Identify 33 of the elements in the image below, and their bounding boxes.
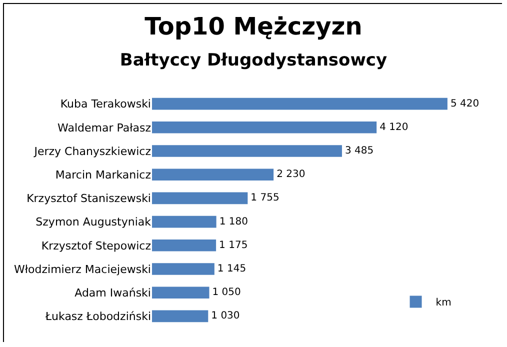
- data-label: 1 175: [219, 240, 248, 251]
- y-tick-label: Jerzy Chanyszkiewicz: [33, 144, 152, 158]
- bar: [152, 192, 248, 204]
- bar: [152, 286, 210, 298]
- bar: [152, 98, 448, 110]
- data-label: 5 420: [450, 98, 480, 110]
- data-label: 1 050: [212, 287, 241, 298]
- chart-subtitle: Bałtyccy Długodystansowcy: [120, 50, 388, 71]
- bar: [152, 122, 377, 134]
- bar: [152, 216, 216, 228]
- bar: [152, 310, 208, 322]
- data-label: 1 180: [219, 216, 248, 228]
- data-label: 1 030: [211, 310, 240, 322]
- legend-label: km: [436, 298, 452, 309]
- y-tick-label: Marcin Markanicz: [55, 168, 152, 182]
- data-label: 1 145: [217, 264, 246, 274]
- y-tick-label: Szymon Augustyniak: [36, 216, 152, 229]
- y-tick-label: Krzysztof Staniszewski: [26, 192, 151, 206]
- chart-title: Top10 Mężczyzn: [144, 12, 362, 41]
- bar: [152, 263, 214, 275]
- data-label: 3 485: [344, 146, 374, 156]
- bar: [152, 240, 216, 252]
- data-label: 1 755: [250, 192, 280, 204]
- y-tick-label: Łukasz Łobodziński: [44, 310, 151, 324]
- y-tick-label: Kuba Terakowski: [60, 98, 151, 111]
- y-tick-label: Krzysztof Stepowicz: [41, 239, 152, 252]
- data-label: 4 120: [380, 122, 408, 133]
- bar: [152, 168, 274, 180]
- y-tick-label: Włodzimierz Maciejewski: [14, 262, 151, 276]
- data-label: 2 230: [276, 169, 306, 180]
- y-tick-label: Waldemar Pałasz: [58, 121, 152, 134]
- bar: [152, 145, 342, 157]
- y-tick-label: Adam Iwański: [74, 286, 151, 300]
